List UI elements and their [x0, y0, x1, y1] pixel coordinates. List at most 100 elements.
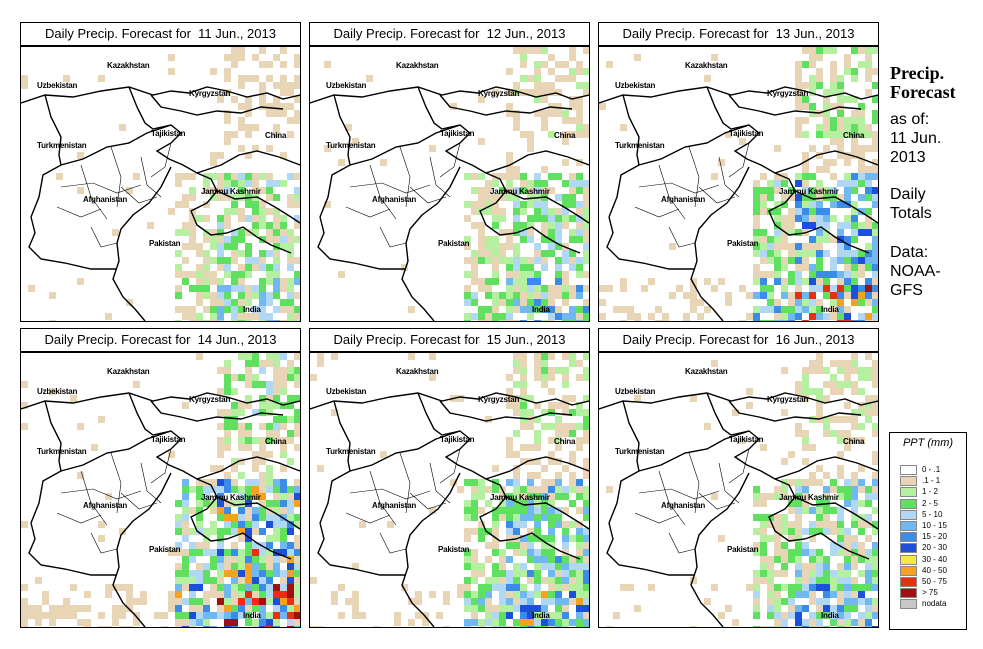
- precip-cell: [231, 208, 238, 215]
- precip-cell: [837, 528, 844, 535]
- province-border: [638, 488, 720, 500]
- precip-cell: [541, 549, 548, 556]
- precip-cell: [238, 320, 245, 321]
- precip-cell: [527, 542, 534, 549]
- precip-cell: [541, 166, 548, 173]
- precip-cell: [266, 75, 273, 82]
- country-border: [333, 94, 351, 166]
- precip-cell: [499, 313, 506, 320]
- precip-cell: [816, 236, 823, 243]
- precip-cell: [527, 278, 534, 285]
- precip-cell: [576, 605, 583, 612]
- precip-cell: [224, 619, 231, 626]
- precip-cell: [788, 591, 795, 598]
- precip-cell: [252, 381, 259, 388]
- precip-cell: [788, 299, 795, 306]
- precip-cell: [802, 563, 809, 570]
- precip-cell: [252, 75, 259, 82]
- precip-cell: [513, 243, 520, 250]
- precip-cell: [816, 360, 823, 367]
- precip-cell: [795, 250, 802, 257]
- country-border: [505, 496, 589, 530]
- precip-cell: [774, 236, 781, 243]
- precip-cell: [513, 367, 520, 374]
- precip-cell: [809, 47, 816, 54]
- precip-cell: [492, 243, 499, 250]
- precip-cell: [273, 320, 280, 321]
- precip-cell: [520, 173, 527, 180]
- precip-cell: [506, 299, 513, 306]
- precip-cell: [753, 549, 760, 556]
- precip-cell: [506, 542, 513, 549]
- precip-cell: [287, 549, 294, 556]
- precip-cell: [189, 222, 196, 229]
- precip-cell: [238, 507, 245, 514]
- precip-cell: [872, 222, 878, 229]
- province-border: [120, 186, 158, 204]
- country-label-tajikistan: Tajikistan: [440, 129, 475, 138]
- precip-cell: [245, 521, 252, 528]
- precip-cell: [851, 388, 858, 395]
- precip-cell: [767, 521, 774, 528]
- precip-cell: [259, 626, 266, 627]
- precip-cell: [774, 591, 781, 598]
- precip-cell: [245, 131, 252, 138]
- precip-cell: [781, 493, 788, 500]
- precip-cell: [562, 110, 569, 117]
- precip-cell: [252, 479, 259, 486]
- precip-cell: [851, 47, 858, 54]
- precip-cell: [541, 47, 548, 54]
- precip-cell: [583, 306, 589, 313]
- precip-cell: [816, 395, 823, 402]
- precip-cell: [252, 570, 259, 577]
- precip-cell: [196, 507, 203, 514]
- precip-cell: [541, 222, 548, 229]
- precip-cell: [576, 306, 583, 313]
- precip-cell: [210, 271, 217, 278]
- precip-cell: [760, 194, 767, 201]
- precip-cell: [830, 285, 837, 292]
- country-border: [317, 216, 406, 270]
- precip-cell: [583, 584, 589, 591]
- precip-cell: [774, 493, 781, 500]
- precip-cell: [816, 306, 823, 313]
- precip-cell: [865, 416, 872, 423]
- precip-cell: [527, 605, 534, 612]
- precip-cell: [492, 180, 499, 187]
- precip-cell: [837, 437, 844, 444]
- precip-cell: [485, 236, 492, 243]
- precip-cell: [534, 458, 541, 465]
- precip-cell: [217, 570, 224, 577]
- province-border: [120, 492, 158, 510]
- precip-cell: [872, 570, 878, 577]
- country-label-jammu-kashmir: Jammu Kashmir: [490, 187, 550, 196]
- precip-cell: [844, 320, 851, 321]
- precip-cell: [548, 82, 555, 89]
- precip-cell: [485, 320, 492, 321]
- precip-cell: [513, 451, 520, 458]
- precip-cell: [802, 215, 809, 222]
- precip-cell: [499, 598, 506, 605]
- precip-cell: [851, 381, 858, 388]
- precip-cell: [830, 124, 837, 131]
- precip-cell: [485, 500, 492, 507]
- precip-cell: [287, 360, 294, 367]
- precip-cell: [872, 110, 878, 117]
- precip-cell: [231, 570, 238, 577]
- precip-cell: [266, 430, 273, 437]
- precip-cell: [520, 423, 527, 430]
- precip-cell: [809, 103, 816, 110]
- precip-cell: [774, 243, 781, 250]
- precip-cell: [224, 409, 231, 416]
- precip-cell: [844, 598, 851, 605]
- precip-cell: [464, 584, 471, 591]
- precip-cell: [858, 110, 865, 117]
- precip-cell: [555, 278, 562, 285]
- precip-cell: [77, 605, 84, 612]
- precip-cell: [203, 285, 210, 292]
- panel-title: Daily Precip. Forecast for 15 Jun., 2013: [309, 328, 590, 352]
- precip-cell: [753, 222, 760, 229]
- precip-cell: [492, 320, 499, 321]
- precip-cell: [478, 187, 485, 194]
- precip-cell: [506, 152, 513, 159]
